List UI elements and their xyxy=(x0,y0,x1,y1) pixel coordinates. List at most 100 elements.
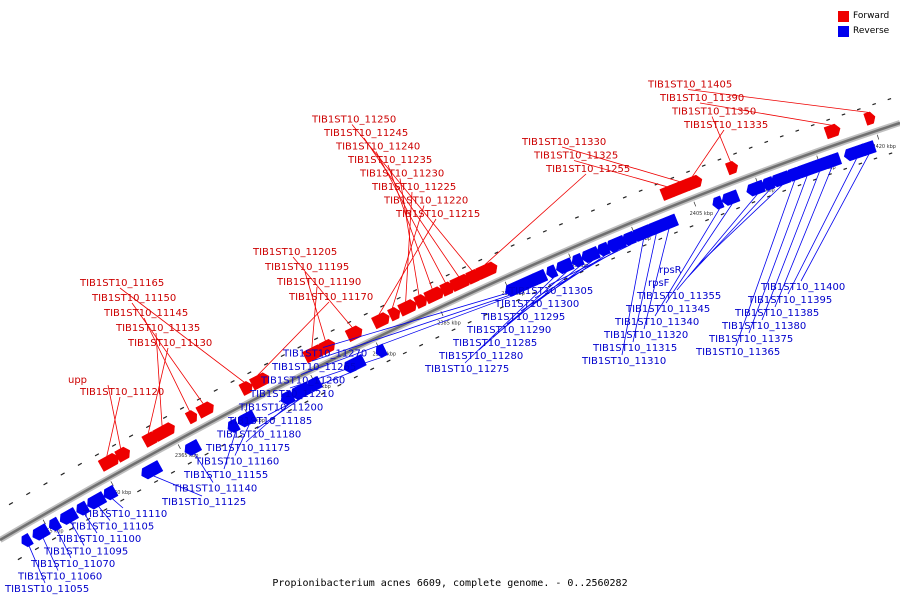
gene-leader-line xyxy=(787,158,857,295)
reverse-track-dash xyxy=(153,479,159,484)
gene-label[interactable]: TIB1ST10_11120 xyxy=(79,387,164,398)
reverse-track-dash xyxy=(766,195,771,198)
gene-leader-line xyxy=(322,283,541,348)
gene-label[interactable]: TIB1ST10_11325 xyxy=(533,151,618,162)
gene-label[interactable]: TIB1ST10_11230 xyxy=(359,169,444,180)
gene-label[interactable]: TIB1ST10_11195 xyxy=(264,262,349,273)
gene-leader-line xyxy=(28,546,46,584)
gene-label[interactable]: TIB1ST10_11210 xyxy=(249,389,334,400)
gene-label[interactable]: TIB1ST10_11245 xyxy=(323,128,408,139)
forward-gene-feature xyxy=(684,174,703,191)
gene-label[interactable]: TIB1ST10_11225 xyxy=(371,182,456,193)
forward-track-dash xyxy=(590,209,595,212)
gene-label[interactable]: TIB1ST10_11310 xyxy=(581,356,666,367)
gene-label[interactable]: TIB1ST10_11405 xyxy=(647,80,732,91)
gene-label[interactable]: TIB1ST10_11170 xyxy=(288,292,373,303)
legend-forward: Forward xyxy=(838,9,889,24)
gene-label[interactable]: TIB1ST10_11375 xyxy=(708,334,793,345)
gene-label[interactable]: TIB1ST10_11110 xyxy=(82,509,167,520)
gene-label[interactable]: TIB1ST10_11335 xyxy=(683,120,768,131)
forward-track-dash xyxy=(8,501,14,506)
reverse-track-dash xyxy=(435,336,440,339)
gene-label[interactable]: TIB1ST10_11185 xyxy=(227,416,312,427)
gene-label[interactable]: TIB1ST10_11160 xyxy=(194,457,279,468)
gene-leader-line xyxy=(363,137,460,277)
gene-label[interactable]: TIB1ST10_11105 xyxy=(69,522,154,533)
gene-label[interactable]: TIB1ST10_11280 xyxy=(438,351,523,362)
gene-label[interactable]: TIB1ST10_11275 xyxy=(424,364,509,375)
gene-label[interactable]: TIB1ST10_11100 xyxy=(56,534,141,545)
gene-label[interactable]: TIB1ST10_11135 xyxy=(115,323,200,334)
gene-label[interactable]: TIB1ST10_11250 xyxy=(311,115,396,126)
gene-label[interactable]: TIB1ST10_11205 xyxy=(252,247,337,258)
gene-label[interactable]: TIB1ST10_11220 xyxy=(383,196,468,207)
gene-label[interactable]: TIB1ST10_11060 xyxy=(17,572,102,583)
gene-label[interactable]: TIB1ST10_11400 xyxy=(760,282,845,293)
forward-track-dash xyxy=(478,258,483,262)
gene-label[interactable]: TIB1ST10_11390 xyxy=(659,93,744,104)
gene-label[interactable]: TIB1ST10_11320 xyxy=(603,330,688,341)
gene-label[interactable]: TIB1ST10_11330 xyxy=(521,137,606,148)
gene-label[interactable]: TIB1ST10_11130 xyxy=(127,338,212,349)
reverse-track-dash xyxy=(736,206,740,210)
forward-gene-feature xyxy=(195,401,214,419)
gene-label[interactable]: TIB1ST10_11385 xyxy=(734,308,819,319)
gene-label[interactable]: TIB1ST10_11175 xyxy=(205,443,290,454)
gene-label[interactable]: TIB1ST10_11365 xyxy=(695,347,780,358)
gene-leader-line xyxy=(643,228,670,330)
gene-label[interactable]: TIB1ST10_11240 xyxy=(335,142,420,153)
gene-label[interactable]: TIB1ST10_11180 xyxy=(216,430,301,441)
gene-label[interactable]: TIB1ST10_11265 xyxy=(271,362,356,373)
gene-label[interactable]: upp xyxy=(68,375,87,386)
reverse-track-dash xyxy=(782,189,787,192)
forward-track-dash xyxy=(826,118,831,121)
gene-label[interactable]: TIB1ST10_11380 xyxy=(721,321,806,332)
forward-track-dash xyxy=(162,415,168,419)
gene-label[interactable]: TIB1ST10_11150 xyxy=(91,293,176,304)
forward-gene-feature xyxy=(248,372,270,391)
gene-label[interactable]: TIB1ST10_11095 xyxy=(43,547,128,558)
legend-reverse: Reverse xyxy=(838,24,889,39)
reverse-track-dash xyxy=(843,167,848,171)
gene-label[interactable]: TIB1ST10_11270 xyxy=(282,349,367,360)
reverse-track-dash xyxy=(204,452,209,456)
gene-label[interactable]: TIB1ST10_11350 xyxy=(671,107,756,118)
gene-leader-line xyxy=(245,403,290,443)
gene-label[interactable]: TIB1ST10_11340 xyxy=(614,317,699,328)
gene-label[interactable]: TIB1ST10_11300 xyxy=(494,299,579,310)
gene-label[interactable]: TIB1ST10_11315 xyxy=(592,343,677,354)
gene-leader-line xyxy=(484,173,587,265)
forward-gene-feature xyxy=(724,160,739,176)
gene-leader-line xyxy=(687,89,869,113)
gene-label[interactable]: TIB1ST10_11190 xyxy=(276,277,361,288)
forward-track-dash xyxy=(280,354,285,358)
gene-label[interactable]: rpsF xyxy=(648,278,670,289)
gene-label[interactable]: TIB1ST10_11395 xyxy=(747,295,832,306)
gene-label[interactable]: TIB1ST10_11260 xyxy=(260,376,345,387)
gene-label[interactable]: TIB1ST10_11295 xyxy=(480,312,565,323)
gene-label[interactable]: TIB1ST10_11140 xyxy=(172,484,257,495)
gene-label[interactable]: TIB1ST10_11345 xyxy=(625,304,710,315)
gene-label[interactable]: TIB1ST10_11355 xyxy=(636,291,721,302)
forward-track-dash xyxy=(380,304,385,308)
gene-label[interactable]: TIB1ST10_11305 xyxy=(508,286,593,297)
gene-label[interactable]: TIB1ST10_11165 xyxy=(79,278,164,289)
gene-label[interactable]: TIB1ST10_11235 xyxy=(347,155,432,166)
gene-label[interactable]: TIB1ST10_11070 xyxy=(30,559,115,570)
gene-label[interactable]: TIB1ST10_11255 xyxy=(545,164,630,175)
gene-label[interactable]: TIB1ST10_11285 xyxy=(452,338,537,349)
gene-label[interactable]: TIB1ST10_11125 xyxy=(161,497,246,508)
forward-track-dash xyxy=(230,380,235,384)
gene-label[interactable]: rpsR xyxy=(659,265,682,276)
gene-leader-line xyxy=(112,498,124,509)
reverse-gene-feature xyxy=(859,140,877,157)
gene-label[interactable]: TIB1ST10_11215 xyxy=(395,209,480,220)
gene-label[interactable]: TIB1ST10_11290 xyxy=(466,325,551,336)
gene-label[interactable]: TIB1ST10_11155 xyxy=(183,470,268,481)
gene-label[interactable]: TIB1ST10_11055 xyxy=(4,584,89,595)
gene-label[interactable]: TIB1ST10_11145 xyxy=(103,308,188,319)
gene-leader-line xyxy=(632,234,657,343)
gene-label[interactable]: TIB1ST10_11200 xyxy=(238,403,323,414)
reverse-track-dash xyxy=(658,237,663,241)
